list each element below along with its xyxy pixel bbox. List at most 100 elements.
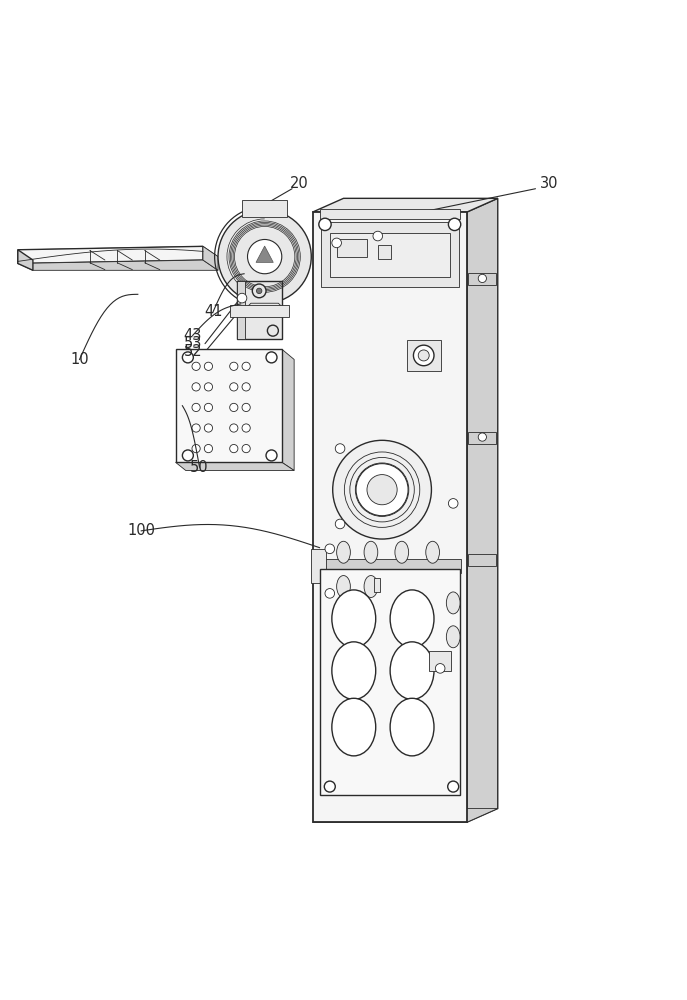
Text: 50: 50 [190, 460, 209, 475]
Ellipse shape [332, 590, 376, 648]
Circle shape [256, 288, 262, 294]
Circle shape [218, 210, 311, 303]
Bar [330, 233, 450, 277]
Circle shape [333, 440, 431, 539]
Bar [175, 349, 282, 462]
Polygon shape [244, 303, 285, 310]
Circle shape [229, 424, 238, 432]
Circle shape [204, 424, 212, 432]
Circle shape [367, 475, 397, 505]
Polygon shape [18, 250, 33, 270]
Bar [313, 212, 467, 822]
Circle shape [373, 231, 383, 241]
Circle shape [242, 444, 250, 453]
Circle shape [229, 403, 238, 412]
Bar [374, 578, 380, 592]
Bar [311, 549, 326, 583]
Polygon shape [25, 246, 218, 260]
Circle shape [266, 352, 277, 363]
Polygon shape [467, 198, 498, 822]
Polygon shape [175, 462, 294, 471]
Bar [230, 305, 289, 317]
Ellipse shape [447, 626, 460, 648]
Text: 30: 30 [540, 176, 559, 191]
Circle shape [182, 450, 193, 461]
Circle shape [229, 362, 238, 370]
Bar [321, 222, 459, 287]
Bar [243, 200, 287, 217]
Circle shape [267, 325, 278, 336]
Circle shape [266, 450, 277, 461]
Bar [237, 281, 245, 339]
Bar [429, 651, 451, 671]
Polygon shape [18, 260, 218, 270]
Circle shape [414, 345, 434, 366]
Circle shape [324, 781, 335, 792]
Circle shape [247, 239, 282, 274]
Circle shape [192, 362, 200, 370]
Circle shape [204, 362, 212, 370]
Circle shape [478, 433, 486, 441]
Ellipse shape [364, 541, 378, 563]
Text: 43: 43 [183, 328, 202, 343]
Circle shape [192, 403, 200, 412]
Circle shape [449, 499, 458, 508]
Circle shape [204, 403, 212, 412]
Circle shape [192, 383, 200, 391]
Circle shape [242, 383, 250, 391]
Ellipse shape [390, 698, 434, 756]
Ellipse shape [447, 592, 460, 614]
Circle shape [242, 362, 250, 370]
Circle shape [436, 664, 445, 673]
Bar [237, 281, 282, 339]
Circle shape [418, 350, 429, 361]
Bar [319, 569, 460, 795]
Circle shape [204, 383, 212, 391]
Circle shape [478, 274, 486, 283]
Circle shape [325, 589, 335, 598]
Polygon shape [203, 246, 218, 270]
Ellipse shape [337, 541, 350, 563]
Bar [319, 209, 460, 219]
Ellipse shape [426, 541, 440, 563]
Text: 41: 41 [204, 304, 223, 319]
Bar [407, 340, 441, 371]
Ellipse shape [337, 576, 350, 597]
Bar [378, 245, 392, 259]
Text: 53: 53 [183, 336, 202, 351]
Ellipse shape [390, 642, 434, 699]
Circle shape [204, 444, 212, 453]
Circle shape [319, 218, 331, 231]
Text: 10: 10 [70, 352, 89, 367]
Bar [469, 273, 496, 285]
Text: 52: 52 [183, 344, 202, 359]
Polygon shape [282, 349, 294, 471]
Circle shape [449, 218, 461, 231]
Polygon shape [313, 198, 498, 212]
Text: 100: 100 [127, 523, 155, 538]
Ellipse shape [390, 590, 434, 648]
Polygon shape [18, 246, 203, 263]
Bar [337, 239, 368, 257]
Bar [469, 554, 496, 566]
Circle shape [229, 383, 238, 391]
Circle shape [192, 424, 200, 432]
Ellipse shape [395, 541, 409, 563]
Bar [469, 432, 496, 444]
Text: 20: 20 [289, 176, 308, 191]
Ellipse shape [332, 698, 376, 756]
Polygon shape [313, 809, 498, 822]
Ellipse shape [332, 642, 376, 699]
Circle shape [325, 544, 335, 554]
Circle shape [356, 464, 408, 516]
Circle shape [229, 444, 238, 453]
Circle shape [182, 352, 193, 363]
Bar [318, 559, 462, 573]
Circle shape [448, 781, 459, 792]
Circle shape [332, 238, 341, 248]
Circle shape [335, 519, 345, 529]
Circle shape [242, 403, 250, 412]
Circle shape [335, 444, 345, 453]
Circle shape [192, 444, 200, 453]
Polygon shape [256, 246, 273, 262]
